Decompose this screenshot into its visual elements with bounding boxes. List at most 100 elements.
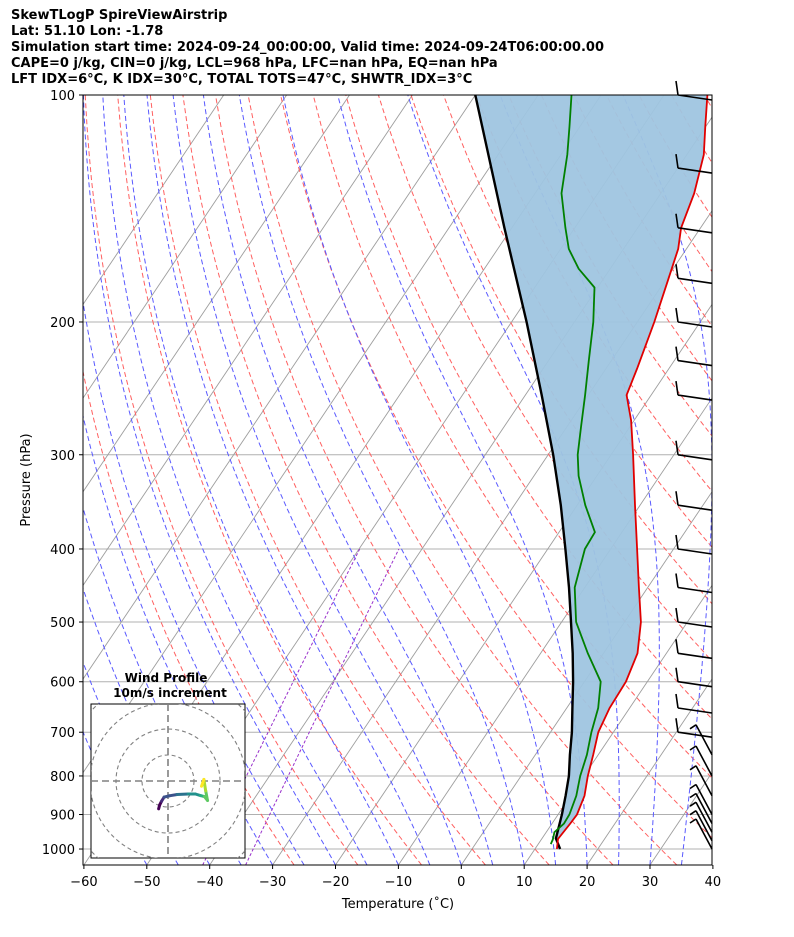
wind-barb — [675, 264, 713, 285]
parcel-line — [474, 95, 575, 850]
plot-frame — [82, 94, 713, 866]
isotherm-10 — [523, 584, 712, 865]
dry-adiabat — [508, 95, 712, 437]
chart-title: SkewTLogP SpireViewAirstrip — [11, 8, 228, 23]
wind-barb — [675, 380, 713, 401]
moist-adiabat — [123, 95, 399, 865]
x-tick-label: 40 — [705, 875, 722, 890]
wind-barb — [689, 818, 713, 850]
x-tick-label: −50 — [133, 875, 160, 890]
wind-barbs — [675, 80, 713, 850]
time-label: Simulation start time: 2024-09-24_00:00:… — [11, 40, 604, 55]
wind-barb — [675, 346, 713, 367]
isotherm-20 — [586, 678, 712, 865]
indices-label: LFT IDX=6°C, K IDX=30°C, TOTAL TOTS=47°C… — [11, 72, 473, 87]
parcel-temperature-area — [475, 95, 708, 849]
dry-adiabat — [83, 369, 295, 865]
moist-adiabat — [337, 95, 588, 865]
wind-barb — [675, 80, 713, 101]
moist-adiabat — [713, 95, 782, 865]
y-tick-label: 800 — [50, 770, 75, 785]
axes: −60 −50 −40 −30 −20 −10 0 10 20 30 40 100 200 300 400 5… — [42, 89, 721, 890]
y-tick-label: 400 — [50, 543, 75, 558]
wind-barb — [689, 724, 713, 756]
hodograph-segment — [204, 789, 210, 802]
dry-adiabat — [345, 95, 712, 720]
moist-adiabat — [622, 95, 712, 865]
dry-adiabat — [280, 95, 712, 839]
y-tick-label: 600 — [50, 676, 75, 691]
isotherm--10 — [398, 397, 712, 865]
moist-adiabat — [83, 298, 305, 865]
y-tick-label: 900 — [50, 809, 75, 824]
moist-adiabat — [146, 95, 431, 865]
moist-adiabat — [83, 95, 336, 865]
x-tick-label: 30 — [642, 875, 659, 890]
x-tick-label: −30 — [259, 875, 286, 890]
x-tick-label: 10 — [516, 875, 533, 890]
isotherm--100 — [83, 95, 350, 493]
location-label: Lat: 51.10 Lon: -1.78 — [11, 24, 164, 39]
isotherm--90 — [83, 95, 413, 587]
wind-barb — [675, 607, 713, 628]
mixing-ratio-line — [245, 548, 400, 865]
y-tick-label: 700 — [50, 726, 75, 741]
wind-barb — [689, 765, 713, 797]
y-axis-label: Pressure (hPa) — [19, 433, 34, 526]
moist-adiabat — [102, 95, 368, 865]
wind-barb — [675, 491, 713, 511]
x-tick-label: −40 — [196, 875, 223, 890]
hodograph-plot — [91, 704, 245, 858]
dry-adiabat — [182, 95, 550, 865]
wind-barb — [689, 745, 713, 777]
x-tick-label: 20 — [579, 875, 596, 890]
wind-barb — [675, 667, 713, 688]
moist-adiabat — [238, 95, 525, 865]
wind-barb — [675, 440, 713, 461]
dry-adiabat — [247, 95, 678, 865]
isotherm-0 — [460, 490, 712, 865]
dewpoint-line — [549, 95, 602, 845]
dry-adiabat — [84, 95, 359, 865]
wind-barb — [675, 534, 713, 555]
wind-barb — [689, 801, 713, 833]
isotherm--110 — [83, 95, 287, 399]
dry-adiabat — [475, 95, 712, 492]
wind-barb — [689, 810, 713, 842]
moist-adiabat — [282, 95, 557, 865]
wind-barb — [689, 792, 713, 824]
y-tick-label: 300 — [50, 449, 75, 464]
hodograph-segment — [200, 777, 206, 788]
cape-cin-shading — [475, 95, 708, 849]
wind-barb — [675, 307, 713, 328]
wind-barb — [675, 693, 713, 714]
isotherm--30 — [272, 210, 712, 865]
y-tick-label: 200 — [50, 316, 75, 331]
dry-adiabat — [703, 95, 712, 109]
isotherm-40 — [713, 95, 794, 865]
x-tick-label: −20 — [322, 875, 349, 890]
hodograph-inset: Wind Profile 10m/s increment — [90, 671, 246, 859]
isotherm--120 — [83, 95, 225, 306]
x-tick-label: −60 — [70, 875, 97, 890]
wind-barb — [675, 718, 713, 738]
temperature-line — [556, 95, 709, 850]
dry-adiabat — [117, 95, 422, 865]
y-tick-label: 1000 — [42, 843, 75, 858]
isotherm--80 — [83, 95, 476, 680]
moist-adiabat — [202, 95, 494, 865]
moist-adiabat — [172, 95, 462, 865]
x-axis-label: Temperature (˚C) — [341, 896, 454, 912]
y-tick-label: 500 — [50, 616, 75, 631]
dry-adiabat — [769, 95, 794, 865]
hodograph-title: Wind Profile — [125, 671, 208, 685]
hodograph-segment — [175, 792, 190, 797]
profile-lines — [474, 95, 709, 850]
wind-barb — [675, 213, 713, 234]
wind-barb — [675, 573, 713, 594]
wind-barb — [675, 639, 713, 660]
dry-adiabat — [149, 95, 486, 865]
dry-adiabat — [737, 95, 794, 865]
